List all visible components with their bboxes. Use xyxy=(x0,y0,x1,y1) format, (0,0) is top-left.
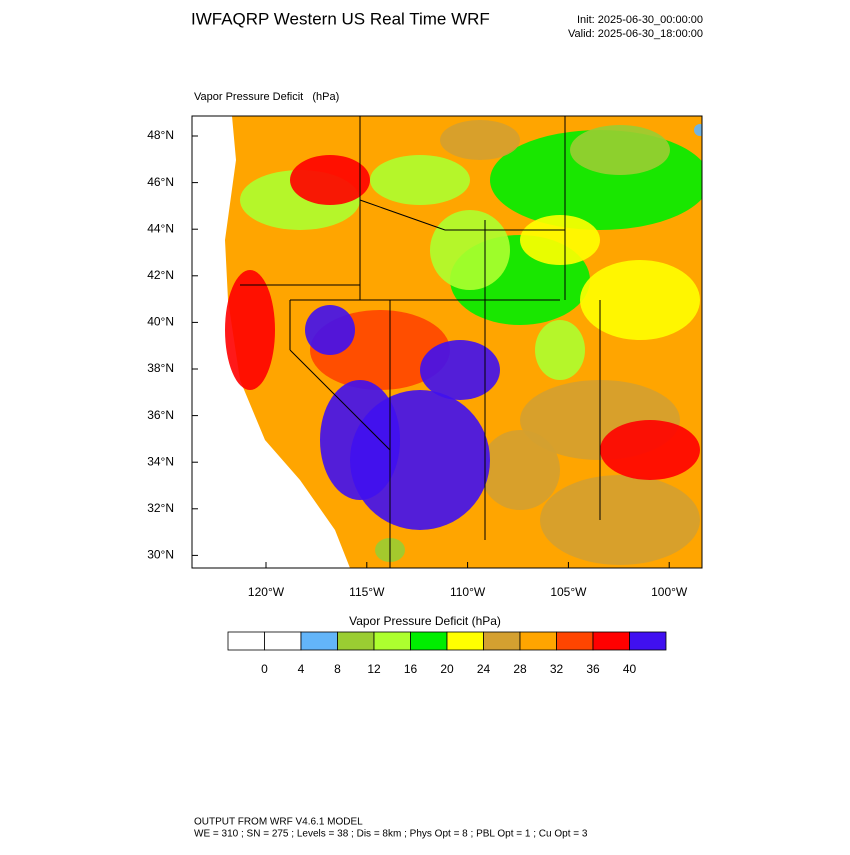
footer-line: WE = 310 ; SN = 275 ; Levels = 38 ; Dis … xyxy=(194,829,588,840)
map-field xyxy=(370,155,470,205)
lat-label: 38°N xyxy=(147,361,174,375)
map-field xyxy=(580,260,700,340)
colorbar-box xyxy=(410,631,448,651)
map-field xyxy=(290,155,370,205)
title: IWFAQRP Western US Real Time WRF xyxy=(191,9,490,28)
colorbar-label: 16 xyxy=(404,662,418,676)
colorbar-box xyxy=(227,631,265,651)
colorbar-box xyxy=(300,631,338,651)
map-field xyxy=(520,215,600,265)
colorbar-box xyxy=(519,631,557,651)
colorbar-box xyxy=(373,631,411,651)
map-area xyxy=(225,116,702,568)
lat-label: 42°N xyxy=(147,268,174,282)
colorbar-title: Vapor Pressure Deficit (hPa) xyxy=(349,614,501,628)
lat-label: 44°N xyxy=(147,221,174,235)
lon-label: 120°W xyxy=(248,585,285,599)
map-field xyxy=(600,420,700,480)
colorbar-label: 40 xyxy=(623,662,637,676)
colorbar-label: 0 xyxy=(261,662,268,676)
map-frame xyxy=(191,115,703,569)
lat-label: 36°N xyxy=(147,408,174,422)
lat-label: 32°N xyxy=(147,501,174,515)
lat-label: 48°N xyxy=(147,128,174,142)
colorbar-box xyxy=(446,631,484,651)
colorbar-label: 8 xyxy=(334,662,341,676)
lat-label: 46°N xyxy=(147,175,174,189)
map-label: Vapor Pressure Deficit (hPa) xyxy=(194,91,339,103)
state-line xyxy=(359,199,446,231)
lon-label: 115°W xyxy=(349,585,385,599)
map-field xyxy=(440,120,520,160)
colorbar-box xyxy=(264,631,302,651)
colorbar-label: 36 xyxy=(586,662,600,676)
colorbar-label: 28 xyxy=(513,662,527,676)
map-field xyxy=(480,430,560,510)
init-time: Init: 2025-06-30_00:00:00 xyxy=(577,14,703,26)
colorbar-box xyxy=(483,631,521,651)
lat-label: 30°N xyxy=(147,548,174,562)
lon-label: 110°W xyxy=(450,585,486,599)
colorbar-label: 24 xyxy=(477,662,491,676)
map-field xyxy=(305,305,355,355)
valid-time: Valid: 2025-06-30_18:00:00 xyxy=(568,28,703,40)
lat-label: 34°N xyxy=(147,454,174,468)
colorbar-box xyxy=(337,631,375,651)
map-field xyxy=(420,340,500,400)
map-field xyxy=(570,125,670,175)
colorbar-label: 12 xyxy=(367,662,381,676)
colorbar-box xyxy=(556,631,594,651)
colorbar-box xyxy=(592,631,630,651)
map-field xyxy=(535,320,585,380)
map-field xyxy=(540,475,700,565)
colorbar-label: 4 xyxy=(298,662,305,676)
lat-label: 40°N xyxy=(147,315,174,329)
map-field xyxy=(320,380,400,500)
lon-label: 105°W xyxy=(550,585,587,599)
colorbar-label: 20 xyxy=(440,662,454,676)
map-field xyxy=(225,270,275,390)
map-field xyxy=(430,210,510,290)
footer-line: OUTPUT FROM WRF V4.6.1 MODEL xyxy=(194,817,363,828)
state-line xyxy=(289,349,391,451)
lon-label: 100°W xyxy=(651,585,688,599)
colorbar-label: 32 xyxy=(550,662,564,676)
map-field xyxy=(694,124,702,136)
colorbar-box xyxy=(629,631,667,651)
